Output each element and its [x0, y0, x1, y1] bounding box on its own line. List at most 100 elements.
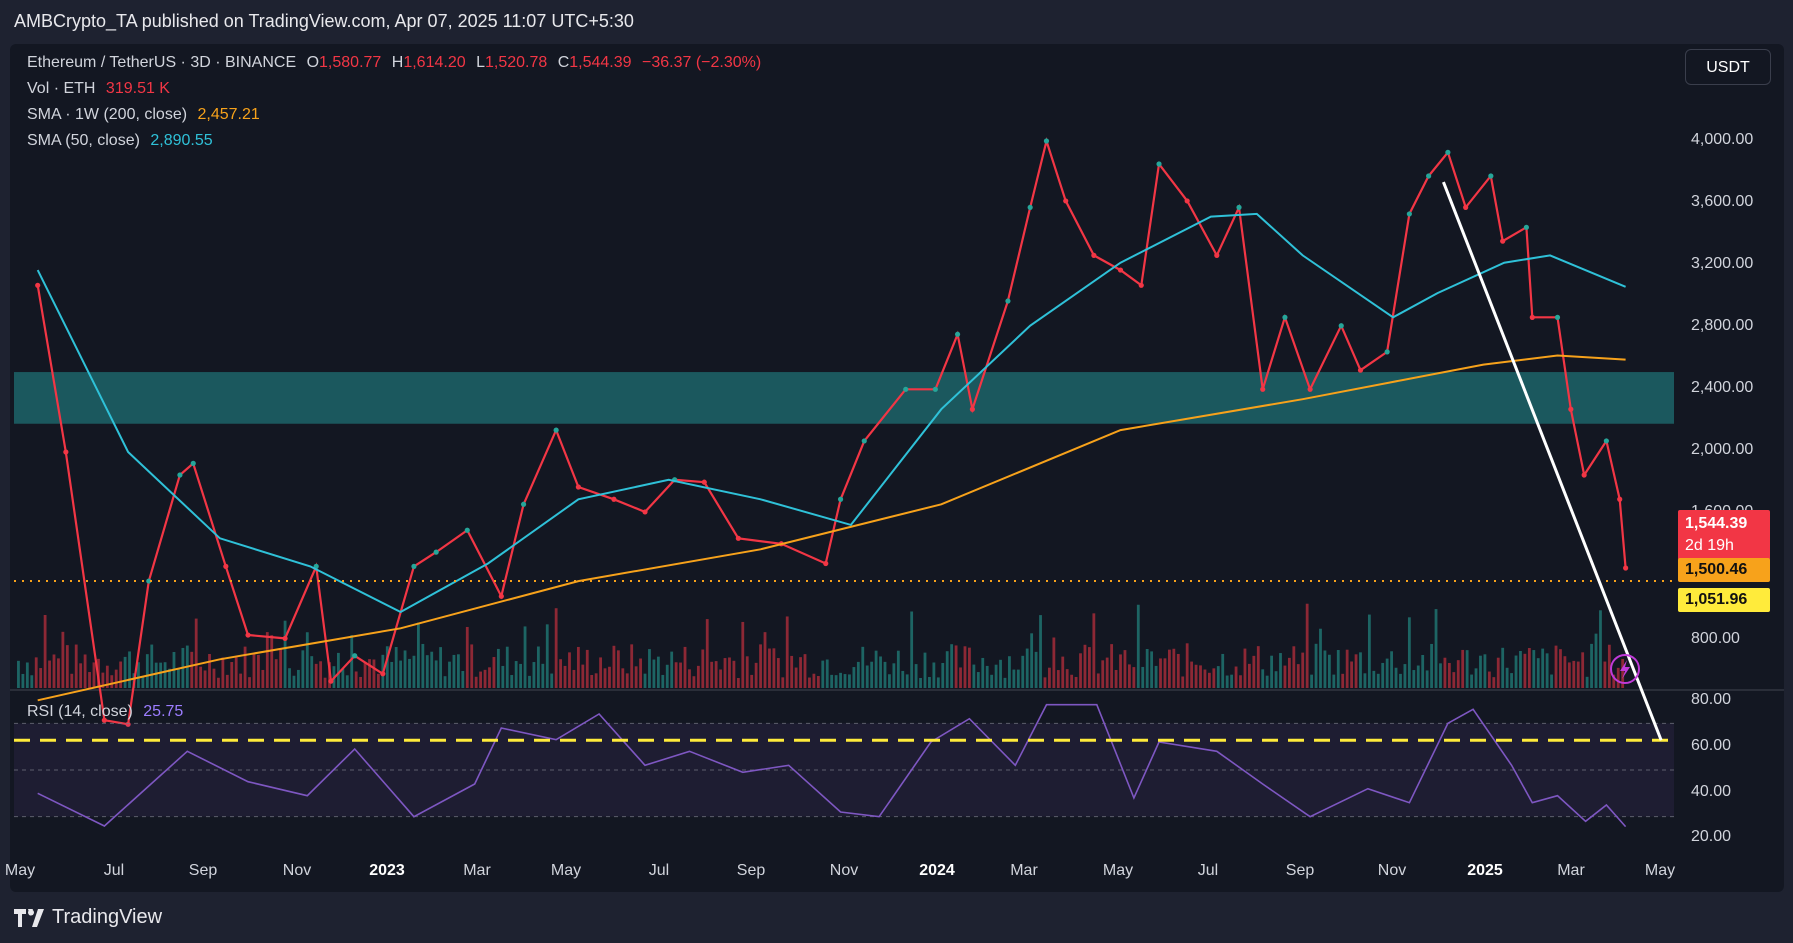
volume-bar [972, 664, 976, 688]
volume-bar [954, 645, 958, 688]
legend-rsi[interactable]: RSI (14, close) 25.75 [27, 703, 189, 721]
volume-bar [1470, 674, 1473, 688]
legend-open-label: O [306, 54, 320, 71]
volume-bar [217, 677, 220, 688]
legend-symbol[interactable]: Ethereum / TetherUS · 3D · BINANCE [27, 54, 297, 71]
y-tick-label: 2,800.00 [1691, 317, 1754, 334]
volume-bar [745, 656, 749, 688]
volume-bar [1496, 657, 1500, 688]
volume-bar [1327, 654, 1331, 688]
volume-bar [630, 644, 634, 688]
volume-bar [688, 669, 691, 688]
legend-sma50[interactable]: SMA (50, close) 2,890.55 [27, 132, 219, 150]
x-tick-label: May [1102, 862, 1134, 879]
volume-bar [1367, 614, 1371, 688]
volume-bar [1487, 671, 1491, 688]
volume-bar [1296, 664, 1300, 688]
volume-bar [1399, 673, 1402, 688]
volume-bar [1421, 654, 1425, 688]
volume-bar [150, 644, 154, 688]
volume-bar [1403, 664, 1407, 688]
volume-bar [1074, 676, 1078, 688]
volume-bar [1545, 653, 1549, 688]
volume-bar [585, 649, 589, 688]
volume-bar [1519, 650, 1522, 688]
lightning-icon [1610, 654, 1640, 684]
volume-bar [314, 663, 318, 688]
volume-bar [1594, 633, 1598, 688]
volume-bar [665, 664, 669, 688]
volume-bar [670, 651, 674, 688]
volume-bar [696, 665, 700, 688]
x-tick-label: Jul [103, 862, 125, 879]
volume-bar [701, 649, 705, 688]
tradingview-logo[interactable]: TradingView [14, 906, 162, 929]
price-point [1603, 438, 1609, 444]
volume-bar [439, 647, 443, 688]
volume-bar [230, 662, 234, 688]
volume-bar [1336, 650, 1340, 688]
volume-bar [1461, 649, 1465, 688]
price-point [101, 717, 107, 723]
volume-bar [310, 656, 314, 688]
volume-bar [932, 662, 936, 688]
price-point [1554, 314, 1561, 320]
volume-bar [870, 661, 874, 688]
series-lines [35, 136, 1629, 727]
currency-button[interactable]: USDT [1685, 49, 1771, 85]
volume-bar [114, 669, 118, 688]
volume-bar [785, 616, 789, 688]
volume-bar [297, 669, 300, 688]
legend-sma200-label: SMA · 1W (200, close) [27, 106, 188, 123]
volume-bar [154, 662, 158, 688]
volume-bar [892, 663, 896, 688]
x-tick-label: Mar [463, 862, 491, 879]
rsi-tick-label: 20.00 [1691, 828, 1732, 845]
volume-bar [1079, 653, 1082, 688]
volume-bar [945, 651, 949, 688]
resistance-zone [14, 372, 1674, 424]
price-point [735, 535, 741, 541]
volume-bar [1434, 609, 1438, 688]
volume-bar [1203, 669, 1207, 688]
volume-bar [852, 667, 856, 688]
volume-bar [910, 611, 914, 688]
legend-volume-label: Vol · ETH [27, 80, 96, 97]
volume-bar [1243, 648, 1247, 688]
volume-bar [123, 656, 127, 688]
legend-volume[interactable]: Vol · ETH 319.51 K [27, 80, 176, 98]
volume-bar [1016, 669, 1020, 688]
price-point [701, 479, 707, 485]
volume-bar [465, 626, 469, 688]
price-point [861, 438, 867, 444]
volume-bar [92, 662, 96, 688]
legend-sma200[interactable]: SMA · 1W (200, close) 2,457.21 [27, 106, 266, 124]
rsi-panel [14, 703, 1676, 828]
volume-bar [443, 676, 447, 688]
volume-bar [923, 652, 927, 688]
volume-bar [719, 669, 722, 688]
volume-bar [1136, 604, 1140, 688]
volume-bar [252, 653, 256, 688]
price-point [823, 560, 829, 567]
volume-bar [452, 654, 456, 688]
volume-bar [430, 651, 434, 688]
volume-bar [1012, 669, 1016, 688]
price-point [35, 282, 41, 288]
volume-bar [1141, 666, 1145, 688]
volume-bar [1590, 643, 1593, 688]
volume-bar [683, 646, 687, 688]
volume-bar [856, 661, 860, 688]
price-point [352, 653, 358, 659]
price-point [1426, 173, 1432, 179]
y-tick-label: 3,200.00 [1691, 255, 1754, 272]
price-point [1357, 367, 1364, 373]
volume-bar [1270, 655, 1274, 688]
volume-bar [1128, 664, 1131, 688]
volume-bar [243, 646, 247, 688]
volume-bar [1025, 648, 1029, 688]
volume-bar [496, 648, 500, 688]
volume-bar [825, 659, 829, 688]
volume-bar [1536, 658, 1540, 688]
